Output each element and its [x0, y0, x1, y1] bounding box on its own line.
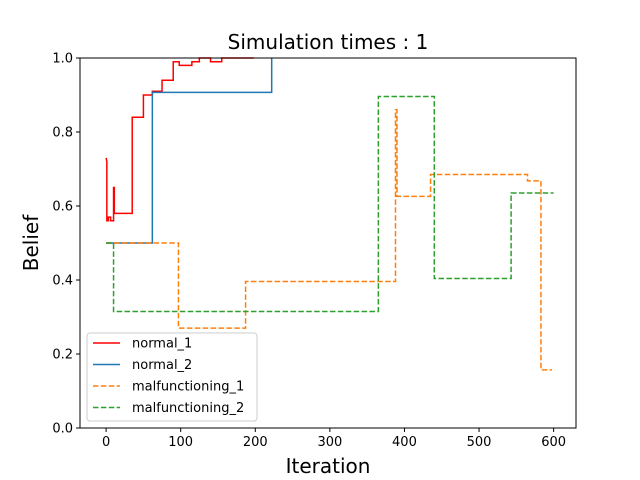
x-tick-label: 300	[317, 435, 342, 450]
y-tick-label: 0.2	[52, 348, 73, 363]
x-tick-label: 200	[243, 435, 268, 450]
y-tick-label: 0.8	[52, 126, 73, 141]
y-axis: 0.0 0.2 0.4 0.6 0.8 1.0	[52, 52, 80, 437]
legend-label-normal-1: normal_1	[132, 337, 192, 352]
x-tick-label: 400	[392, 435, 417, 450]
x-tick-label: 0	[102, 435, 110, 450]
legend-box	[86, 332, 258, 422]
y-tick-label: 1.0	[52, 52, 73, 67]
y-tick-label: 0.6	[52, 200, 73, 215]
series-line-malfunctioning-1	[106, 109, 553, 371]
legend-label-malfunctioning-1: malfunctioning_1	[132, 380, 244, 395]
x-axis: 0 100 200 300 400 500 600	[102, 428, 566, 450]
x-tick-label: 100	[168, 435, 193, 450]
x-axis-label: Iteration	[286, 454, 371, 478]
legend-label-normal-2: normal_2	[132, 358, 192, 373]
series-line-malfunctioning-2	[106, 95, 554, 313]
chart-title: Simulation times : 1	[228, 30, 429, 54]
legend: normal_1 normal_2 malfunctioning_1 malfunct…	[86, 332, 258, 422]
x-tick-label: 600	[541, 435, 566, 450]
series-line-normal-2	[106, 58, 273, 244]
x-tick-label: 500	[467, 435, 492, 450]
legend-label-malfunctioning-2: malfunctioning_2	[132, 401, 244, 416]
y-tick-label: 0.4	[52, 274, 73, 289]
plot-frame	[79, 57, 577, 429]
y-axis-label: Belief	[19, 214, 43, 271]
y-tick-label: 0.0	[52, 422, 73, 437]
